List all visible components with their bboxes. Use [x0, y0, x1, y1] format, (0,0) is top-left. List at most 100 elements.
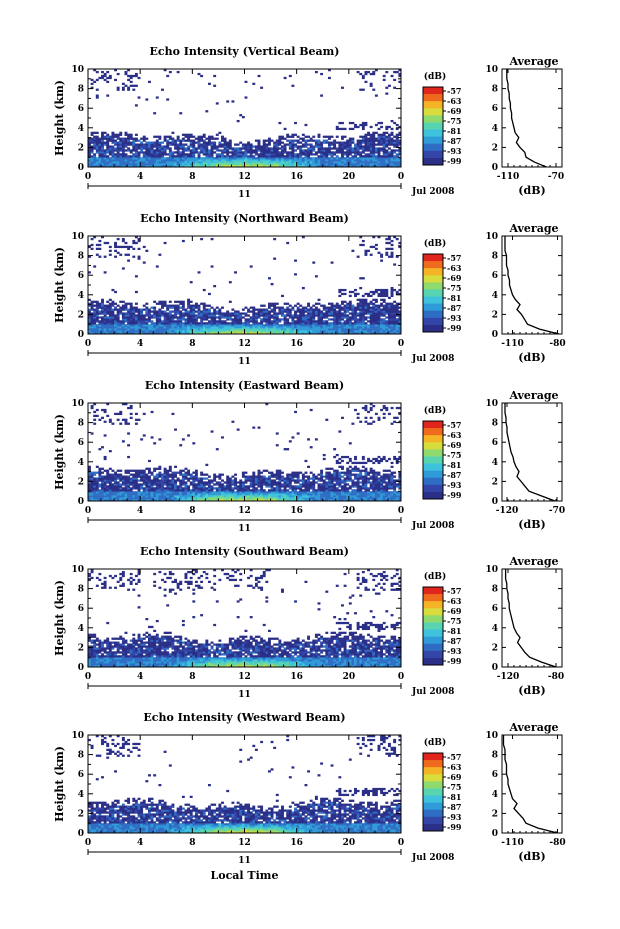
heatmap-cell	[101, 467, 104, 470]
heatmap-cell	[192, 479, 196, 482]
heatmap-cell	[333, 310, 337, 313]
heatmap-cell	[223, 322, 227, 325]
heatmap-cell	[114, 161, 117, 164]
heatmap-cell	[114, 489, 117, 492]
heatmap-cell	[111, 473, 115, 476]
heatmap-cell	[150, 499, 154, 502]
heatmap-cell	[205, 497, 209, 500]
heatmap-cell	[234, 314, 237, 317]
heatmap-cell	[265, 149, 269, 152]
heatmap-cell	[200, 489, 204, 492]
heatmap-cell	[184, 161, 188, 164]
heatmap-cell	[95, 408, 99, 412]
heatmap-cell	[262, 483, 266, 486]
heatmap-cell	[111, 149, 115, 152]
heatmap-cell	[317, 320, 321, 323]
heatmap-cell	[200, 149, 204, 152]
heatmap-cell	[150, 147, 154, 150]
heatmap-cell	[257, 493, 261, 496]
heatmap-cell	[168, 155, 172, 158]
heatmap-cell	[176, 485, 180, 488]
heatmap-cell	[145, 489, 149, 492]
heatmap-cell	[194, 479, 198, 482]
heatmap-cell	[338, 330, 342, 333]
heatmap-cell	[93, 80, 97, 84]
heatmap-cell	[361, 308, 365, 311]
heatmap-cell	[267, 320, 271, 323]
heatmap-cell	[181, 473, 185, 476]
heatmap-cell	[312, 304, 316, 307]
heatmap-cell	[90, 479, 94, 482]
heatmap-cell	[88, 157, 91, 160]
heatmap-cell	[333, 163, 337, 166]
heatmap-cell	[327, 137, 331, 140]
heatmap-cell	[327, 328, 331, 331]
heatmap-cell	[385, 131, 389, 134]
heatmap-cell	[288, 332, 292, 335]
heatmap-cell	[114, 324, 117, 327]
heatmap-cell	[267, 314, 271, 317]
heatmap-cell	[132, 326, 136, 329]
heatmap-cell	[231, 155, 235, 158]
heatmap-cell	[207, 308, 211, 311]
y-tick-label: 0	[78, 163, 84, 173]
heatmap-cell	[121, 143, 125, 146]
heatmap-cell	[132, 88, 136, 91]
heatmap-cell	[398, 133, 402, 136]
heatmap-cell	[210, 157, 214, 160]
heatmap-cell	[215, 147, 219, 150]
heatmap-cell	[116, 141, 120, 144]
heatmap-cell	[103, 320, 107, 323]
heatmap-cell	[121, 239, 125, 243]
heatmap-cell	[351, 127, 355, 131]
heatmap-cell	[98, 145, 102, 148]
heatmap-cell	[294, 165, 297, 168]
heatmap-cell	[226, 332, 230, 335]
heatmap-cell	[93, 308, 97, 311]
heatmap-cell	[95, 149, 99, 152]
heatmap-cell	[174, 308, 177, 311]
heatmap-cell	[202, 312, 206, 315]
heatmap-cell	[296, 139, 300, 142]
heatmap-cell	[398, 139, 402, 142]
heatmap-cell	[174, 143, 177, 146]
heatmap-cell	[359, 332, 363, 335]
heatmap-cell	[249, 483, 253, 486]
heatmap-cell	[314, 314, 318, 317]
heatmap-cell	[278, 141, 282, 144]
heatmap-cell	[247, 479, 251, 482]
heatmap-cell	[354, 332, 357, 335]
heatmap-cell	[361, 139, 365, 142]
heatmap-cell	[372, 330, 376, 333]
colorbar-label: -87	[447, 303, 461, 313]
heatmap-cell	[200, 147, 204, 150]
heatmap-cell	[134, 143, 138, 146]
heatmap-cell	[171, 322, 175, 325]
average-y-tick-label: 10	[485, 232, 498, 242]
heatmap-cell	[93, 414, 97, 418]
heatmap-cell	[121, 308, 125, 311]
heatmap-cell	[129, 312, 133, 315]
heatmap-cell	[312, 163, 316, 166]
heatmap-cell	[307, 322, 311, 325]
heatmap-cell	[267, 322, 271, 325]
heatmap-cell	[234, 312, 237, 315]
heatmap-cell	[307, 159, 311, 162]
heatmap-cell	[236, 481, 240, 484]
heatmap-cell	[106, 487, 110, 490]
heatmap-cell	[330, 161, 334, 164]
heatmap-cell	[155, 145, 159, 148]
heatmap-cell	[127, 86, 131, 89]
heatmap-cell	[348, 165, 352, 168]
heatmap-cell	[124, 165, 128, 168]
heatmap-cell	[202, 322, 206, 325]
heatmap-cell	[367, 139, 370, 142]
heatmap-cell	[181, 137, 185, 140]
heatmap-cell	[184, 493, 188, 496]
heatmap-cell	[194, 302, 198, 305]
heatmap-cell	[364, 328, 368, 331]
heatmap-cell	[114, 330, 117, 333]
heatmap-cell	[257, 143, 261, 146]
heatmap-cell	[101, 487, 104, 490]
heatmap-cell	[241, 116, 245, 119]
